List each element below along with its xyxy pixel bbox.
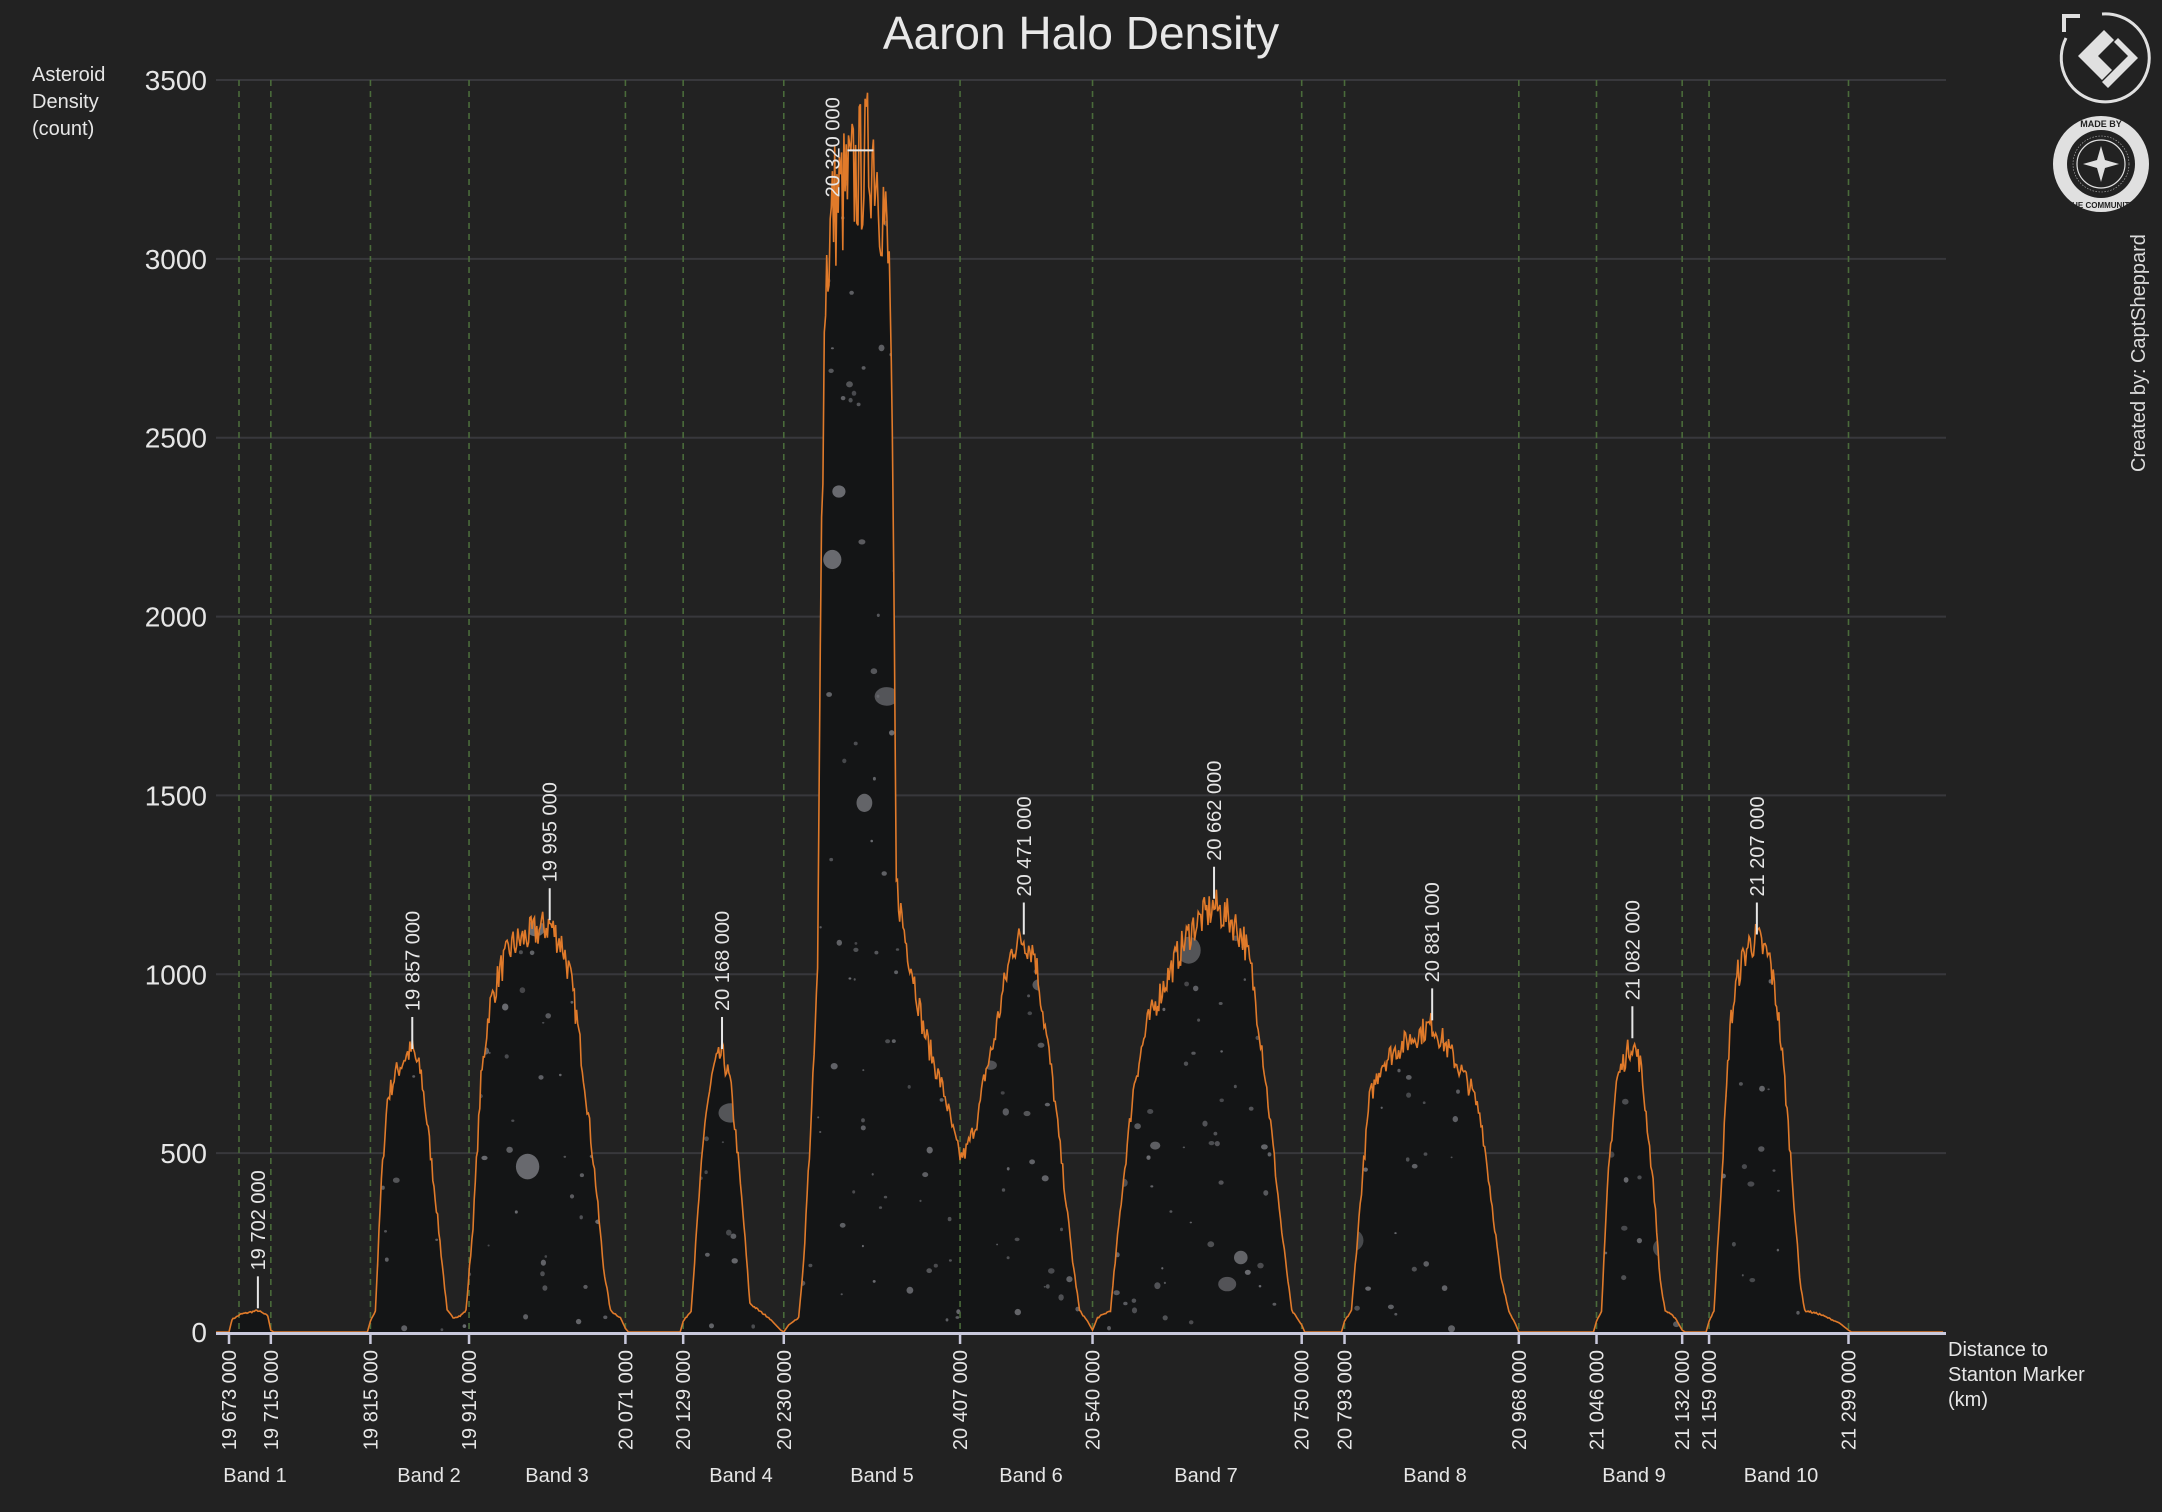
y-tick-label: 1000 — [145, 959, 207, 990]
x-tick-label: 20 750 000 — [1292, 1350, 1314, 1450]
density-area-fill — [216, 92, 1944, 1333]
x-tick-label: 20 407 000 — [950, 1350, 972, 1450]
peak-label: 21 082 000 — [1622, 900, 1644, 1000]
x-axis-label-line-3: (km) — [1948, 1389, 1988, 1411]
density-line — [216, 92, 1944, 1334]
y-tick-label: 0 — [191, 1317, 207, 1348]
svg-text:MADE BY: MADE BY — [2080, 119, 2122, 129]
x-tick-label: 20 793 000 — [1335, 1350, 1357, 1450]
x-tick-label: 19 673 000 — [219, 1350, 241, 1450]
x-tick-label: 19 715 000 — [261, 1350, 283, 1450]
x-tick-label: 20 071 000 — [615, 1350, 637, 1450]
y-tick-label: 1500 — [145, 780, 207, 811]
x-tick-labels: 19 673 000 19 715 000 19 815 000 19 914 000… — [219, 1332, 1860, 1450]
peak-label: 20 662 000 — [1204, 761, 1226, 861]
y-tick-label: 2500 — [145, 423, 207, 454]
x-tick-label: 20 540 000 — [1083, 1350, 1105, 1450]
made-by-the-community-badge-icon: MADE BY THE COMMUNITY — [2053, 116, 2149, 212]
band-label: Band 8 — [1403, 1465, 1466, 1487]
credit-text: Created by: CaptSheppard — [2128, 234, 2150, 472]
band-label: Band 5 — [850, 1465, 913, 1487]
x-tick-label: 20 129 000 — [673, 1350, 695, 1450]
x-tick-label: 20 230 000 — [774, 1350, 796, 1450]
peak-label: 20 881 000 — [1422, 882, 1444, 982]
peak-label: 20 471 000 — [1014, 796, 1036, 896]
band-label: Band 10 — [1744, 1465, 1819, 1487]
y-axis-label-line-2: Density — [32, 91, 99, 113]
y-tick-label: 2000 — [145, 602, 207, 633]
band-label: Band 9 — [1602, 1465, 1665, 1487]
svg-text:THE COMMUNITY: THE COMMUNITY — [2067, 201, 2135, 210]
y-axis-label-line-3: (count) — [32, 118, 95, 140]
band-label: Band 3 — [525, 1465, 588, 1487]
chart-title: Aaron Halo Density — [882, 7, 1280, 59]
y-tick-labels: 0 500 1000 1500 2000 2500 3000 3500 — [145, 65, 207, 1348]
org-logo-icon — [2059, 12, 2151, 104]
peak-label: 19 857 000 — [402, 911, 424, 1011]
x-tick-label: 21 046 000 — [1587, 1350, 1609, 1450]
peak-label: 19 995 000 — [540, 782, 562, 882]
peak-label: 20 168 000 — [712, 911, 734, 1011]
x-axis-label-line-2: Stanton Marker — [1948, 1364, 2085, 1386]
x-tick-label: 19 815 000 — [360, 1350, 382, 1450]
y-tick-label: 3000 — [145, 244, 207, 275]
band-label: Band 2 — [397, 1465, 460, 1487]
band-labels: Band 1 Band 2 Band 3 Band 4 Band 5 Band 6 Band… — [223, 1465, 1818, 1487]
y-tick-label: 3500 — [145, 65, 207, 96]
band-label: Band 7 — [1174, 1465, 1237, 1487]
x-tick-label: 21 132 000 — [1672, 1350, 1694, 1450]
y-gridlines — [216, 79, 1946, 1155]
peak-label: 21 207 000 — [1747, 796, 1769, 896]
y-axis-label-line-1: Asteroid — [32, 64, 106, 86]
band-label: Band 1 — [223, 1465, 286, 1487]
y-axis-label: Asteroid Density (count) — [32, 62, 105, 143]
band-label: Band 6 — [999, 1465, 1062, 1487]
y-tick-label: 500 — [160, 1138, 207, 1169]
x-tick-label: 19 914 000 — [459, 1350, 481, 1450]
x-axis-label: Distance to Stanton Marker (km) — [1948, 1338, 2085, 1413]
x-tick-label: 21 159 000 — [1699, 1350, 1721, 1450]
peak-annotations: 19 702 000 19 857 000 19 995 000 20 168 000… — [248, 97, 1769, 1309]
peak-label: 19 702 000 — [248, 1170, 270, 1270]
x-tick-label: 20 968 000 — [1509, 1350, 1531, 1450]
band-label: Band 4 — [709, 1465, 772, 1487]
x-axis-label-line-1: Distance to — [1948, 1339, 2049, 1361]
peak-label: 20 320 000 — [822, 97, 844, 197]
x-tick-label: 21 299 000 — [1838, 1350, 1860, 1450]
